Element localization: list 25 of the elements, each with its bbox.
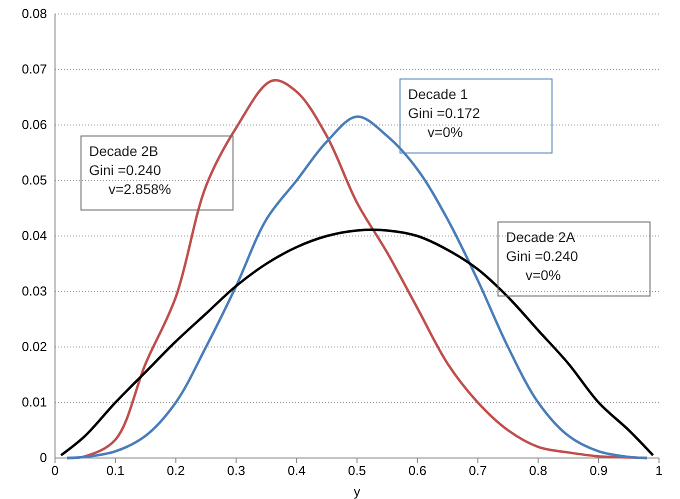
y-tick-label: 0.08 — [22, 6, 47, 22]
annotation: Decade 2B Gini =0.240 v=2.858% — [89, 143, 172, 197]
x-tick-label: 1 — [655, 463, 663, 478]
x-tick-label: 0.2 — [166, 463, 185, 478]
y-tick-label: 0.02 — [22, 339, 47, 354]
x-tick-label: 0.4 — [288, 463, 306, 478]
x-tick-label: 0.3 — [227, 463, 246, 478]
y-tick-label: 0.01 — [22, 394, 47, 410]
y-tick-label: 0 — [40, 450, 47, 466]
x-tick-label: 0.5 — [348, 463, 366, 478]
y-tick-label: 0.04 — [22, 228, 47, 244]
x-tick-label: 0.6 — [408, 463, 426, 478]
y-tick-label: 0.07 — [22, 62, 47, 77]
line-series — [60, 228, 654, 456]
x-tick-label: 0.1 — [106, 463, 124, 478]
annotation: Decade 1 Gini =0.172 v=0% — [408, 86, 480, 140]
annotation: Decade 2A Gini =0.240 v=0% — [506, 229, 578, 283]
y-tick-label: 0.05 — [22, 172, 47, 188]
x-axis-title: y — [354, 484, 361, 499]
y-tick-label: 0.06 — [22, 117, 47, 132]
y-tick-label: 0.03 — [22, 284, 47, 299]
x-tick-label: 0.9 — [590, 463, 608, 478]
x-tick-label: 0.8 — [529, 463, 548, 478]
x-tick-label: 0 — [51, 463, 59, 478]
x-tick-label: 0.7 — [468, 463, 487, 478]
